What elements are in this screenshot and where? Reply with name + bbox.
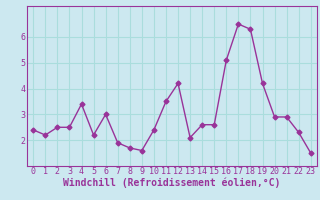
X-axis label: Windchill (Refroidissement éolien,°C): Windchill (Refroidissement éolien,°C) — [63, 178, 281, 188]
